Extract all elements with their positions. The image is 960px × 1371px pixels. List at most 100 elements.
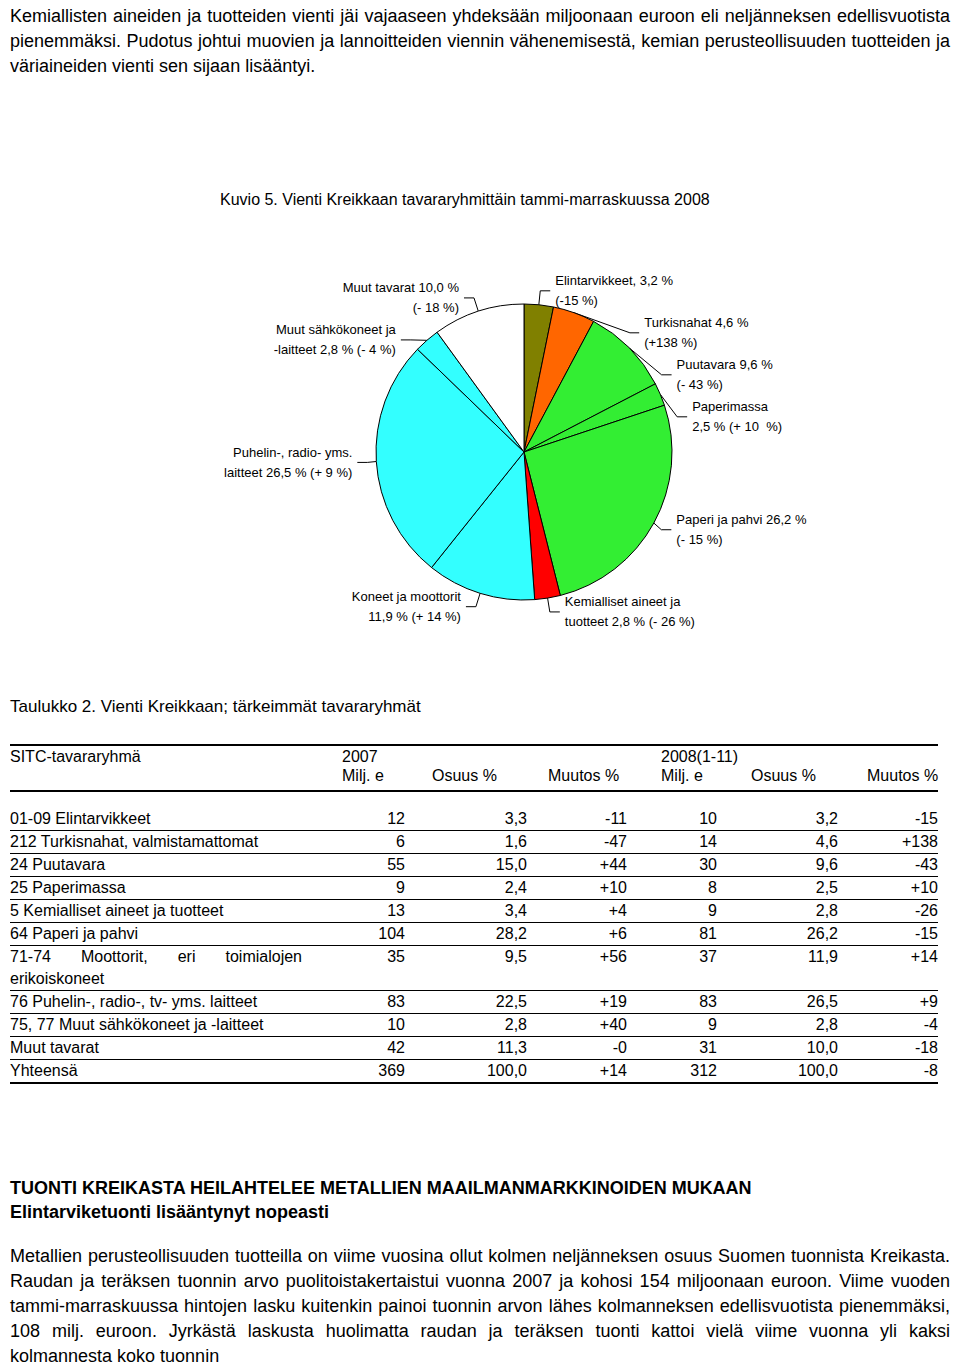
html-text:31: 31	[699, 1039, 717, 1056]
html-text:37: 37	[699, 948, 717, 965]
html-text:22,5: 22,5	[495, 993, 527, 1010]
html-text:35: 35	[387, 948, 405, 965]
html-text:+44: +44	[599, 856, 627, 873]
html-text:212 Turkisnahat, valmistamatto: 212 Turkisnahat, valmistamattomat	[10, 833, 259, 850]
html-text:+40: +40	[599, 1016, 627, 1033]
html-text:75, 77 Muut sähkökoneet ja -la: 75, 77 Muut sähkökoneet ja -laitteet	[10, 1016, 264, 1033]
html-text:5 Kemialliset aineet ja tuotte: 5 Kemialliset aineet ja tuotteet	[10, 902, 224, 919]
html-text:2,8: 2,8	[504, 1016, 527, 1033]
html-text:83: 83	[387, 993, 405, 1010]
html-text:Elintarviketuonti lisääntynyt: Elintarviketuonti lisääntynyt nopeasti	[10, 1202, 330, 1222]
html-text:9,5: 9,5	[504, 948, 527, 965]
html-text:24 Puutavara: 24 Puutavara	[10, 856, 106, 873]
html-text:Muutos %: Muutos %	[867, 767, 939, 784]
html-text:2,8: 2,8	[815, 902, 838, 919]
html-text:+6: +6	[608, 925, 627, 942]
html-text:Osuus %: Osuus %	[432, 767, 497, 784]
html-text:Yhteensä: Yhteensä	[10, 1062, 78, 1079]
html-text:+10: +10	[599, 879, 627, 896]
html-text:369: 369	[378, 1062, 405, 1079]
html-text:2,5: 2,5	[815, 879, 838, 896]
html-text:10: 10	[699, 810, 717, 827]
html-text:55: 55	[387, 856, 405, 873]
html-text:Milj. e: Milj. e	[342, 767, 384, 784]
svg-text:Puutavara 9,6 %: Puutavara 9,6 %	[677, 357, 774, 372]
html-text:-47: -47	[603, 833, 627, 850]
html-text:3,2: 3,2	[815, 810, 838, 827]
svg-text:Puhelin-, radio- yms.: Puhelin-, radio- yms.	[233, 445, 352, 460]
html-text:28,2: 28,2	[495, 925, 527, 942]
html-text:26,2: 26,2	[806, 925, 838, 942]
html-text:-43: -43	[914, 856, 938, 873]
html-text:10,0: 10,0	[806, 1039, 838, 1056]
svg-text:-laitteet 2,8 % (- 4 %): -laitteet 2,8 % (- 4 %)	[274, 342, 396, 357]
svg-text:Koneet ja moottorit: Koneet ja moottorit	[352, 589, 462, 604]
svg-text:laitteet 26,5 % (+ 9 %): laitteet 26,5 % (+ 9 %)	[224, 465, 352, 480]
svg-text:11,9 % (+ 14 %): 11,9 % (+ 14 %)	[368, 609, 461, 624]
svg-text:(-15 %): (-15 %)	[555, 293, 598, 308]
html-text:SITC-tavararyhmä: SITC-tavararyhmä	[10, 748, 141, 765]
html-text:11,9: 11,9	[808, 948, 838, 965]
html-text:+14: +14	[910, 948, 938, 965]
html-text:01-09 Elintarvikkeet: 01-09 Elintarvikkeet	[10, 810, 151, 827]
html-text:Osuus %: Osuus %	[751, 767, 816, 784]
html-text:25 Paperimassa: 25 Paperimassa	[10, 879, 126, 896]
svg-text:Muut sähkökoneet ja: Muut sähkökoneet ja	[276, 322, 397, 337]
html-text:+19: +19	[599, 993, 627, 1010]
svg-text:Paperimassa: Paperimassa	[692, 399, 769, 414]
html-text:2,4: 2,4	[504, 879, 527, 896]
html-text:+10: +10	[910, 879, 938, 896]
html-text:Milj. e: Milj. e	[661, 767, 703, 784]
html-text:2007: 2007	[342, 748, 378, 765]
html-text:83: 83	[699, 993, 717, 1010]
html-text:71-74 Moottorit, eri toimialoj: 71-74 Moottorit, eri toimialojen erikois…	[10, 948, 302, 987]
html-text:-18: -18	[914, 1039, 938, 1056]
svg-text:(- 18 %): (- 18 %)	[413, 300, 459, 315]
html-text:+56: +56	[599, 948, 627, 965]
html-text:1,6: 1,6	[504, 833, 527, 850]
html-text:14: 14	[699, 833, 717, 850]
html-text:12: 12	[387, 810, 405, 827]
html-text:81: 81	[699, 925, 717, 942]
svg-text:tuotteet 2,8 % (- 26 %): tuotteet 2,8 % (- 26 %)	[565, 614, 695, 629]
svg-text:Kuvio 5. Vienti Kreikkaan tava: Kuvio 5. Vienti Kreikkaan tavararyhmittä…	[220, 191, 710, 208]
html-text:Muut tavarat: Muut tavarat	[10, 1039, 99, 1056]
html-text:TUONTI KREIKASTA HEILAHTELEE M: TUONTI KREIKASTA HEILAHTELEE METALLIEN M…	[10, 1178, 752, 1198]
html-text:-11: -11	[605, 810, 627, 827]
svg-text:Kemialliset aineet ja: Kemialliset aineet ja	[565, 594, 681, 609]
html-text:30: 30	[699, 856, 717, 873]
html-text:2008(1-11): 2008(1-11)	[661, 748, 739, 765]
svg-text:Paperi ja pahvi 26,2 %: Paperi ja pahvi 26,2 %	[676, 512, 807, 527]
html-text:11,3: 11,3	[497, 1039, 527, 1056]
html-text:15,0: 15,0	[495, 856, 527, 873]
html-text:Taulukko 2. Vienti Kreikkaan;: Taulukko 2. Vienti Kreikkaan; tärkeimmät…	[10, 697, 421, 716]
svg-text:(+138 %): (+138 %)	[644, 335, 697, 350]
svg-text:(- 15 %): (- 15 %)	[676, 532, 722, 547]
html-text:26,5: 26,5	[806, 993, 838, 1010]
html-text:-15: -15	[914, 810, 938, 827]
html-text:Metallien perusteollisuuden tu: Metallien perusteollisuuden tuotteilla o…	[10, 1246, 950, 1366]
html-text:64 Paperi ja pahvi: 64 Paperi ja pahvi	[10, 925, 139, 942]
html-text:-15: -15	[914, 925, 938, 942]
html-text:3,3: 3,3	[504, 810, 527, 827]
html-text:104: 104	[378, 925, 405, 942]
html-text:Kemiallisten aineiden ja tuott: Kemiallisten aineiden ja tuotteiden vien…	[10, 6, 950, 76]
svg-text:Elintarvikkeet, 3,2 %: Elintarvikkeet, 3,2 %	[555, 273, 673, 288]
html-text:9,6: 9,6	[815, 856, 838, 873]
html-text:+4: +4	[608, 902, 627, 919]
html-text:76 Puhelin-, radio-, tv- yms.: 76 Puhelin-, radio-, tv- yms. laitteet	[10, 993, 258, 1010]
html-text:10: 10	[387, 1016, 405, 1033]
html-text:13: 13	[387, 902, 405, 919]
svg-text:Turkisnahat 4,6 %: Turkisnahat 4,6 %	[644, 315, 749, 330]
html-text:4,6: 4,6	[815, 833, 838, 850]
html-text:3,4: 3,4	[504, 902, 527, 919]
html-text:+9: +9	[919, 993, 938, 1010]
html-text:42: 42	[387, 1039, 405, 1056]
html-text:+138: +138	[902, 833, 938, 850]
svg-text:2,5 % (+ 10 %): 2,5 % (+ 10 %)	[692, 419, 782, 434]
html-text:Muutos %: Muutos %	[548, 767, 620, 784]
svg-text:Muut tavarat 10,0 %: Muut tavarat 10,0 %	[343, 280, 460, 295]
html-text:-26: -26	[914, 902, 938, 919]
svg-text:(- 43 %): (- 43 %)	[677, 377, 723, 392]
html-text:2,8: 2,8	[815, 1016, 838, 1033]
